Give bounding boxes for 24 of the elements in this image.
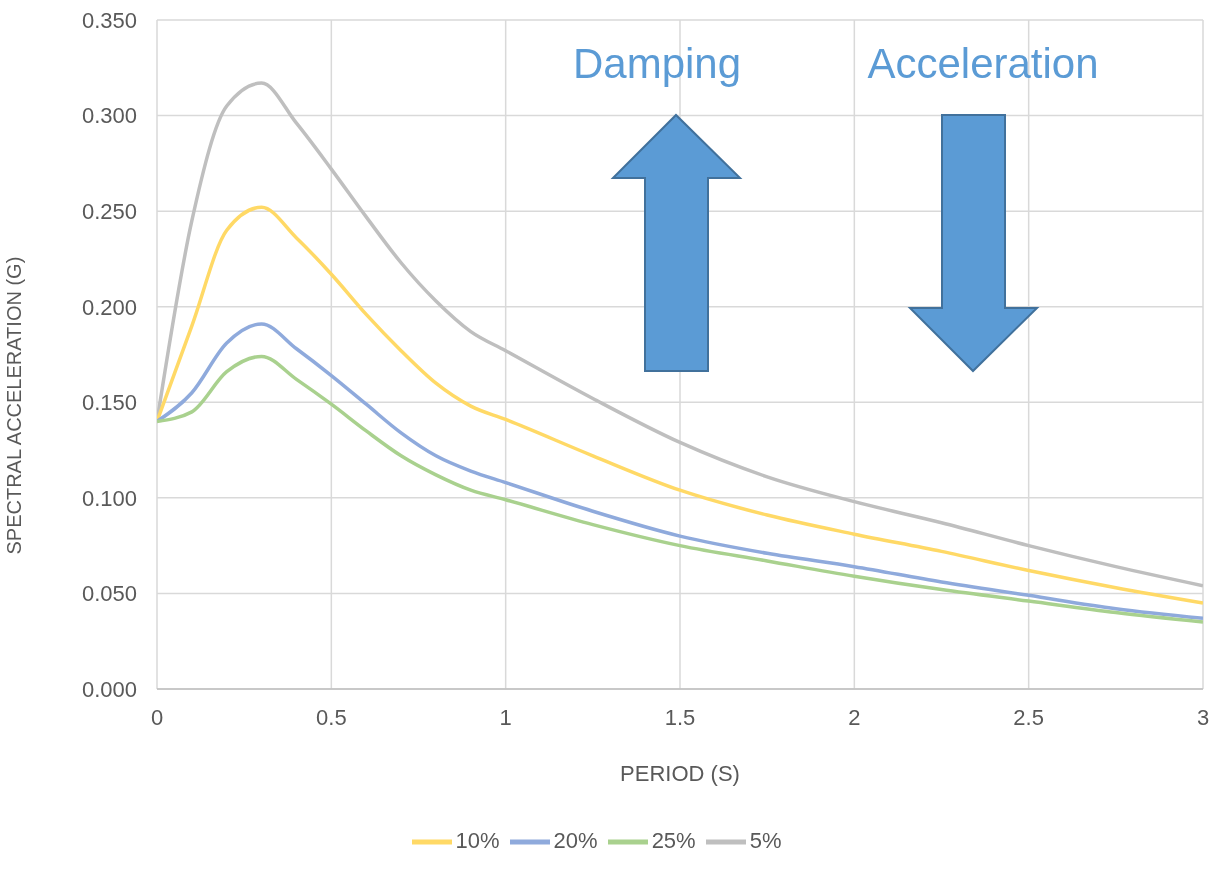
- annotation: Acceleration: [867, 40, 1099, 87]
- y-tick-label: 0.300: [81, 103, 137, 129]
- x-tick-label: 3: [1196, 704, 1210, 730]
- legend-label: 20%: [553, 827, 598, 853]
- legend-label: 25%: [651, 827, 696, 853]
- annotation: Damping: [572, 40, 742, 87]
- x-tick-label: 0: [150, 704, 164, 730]
- y-tick-label: 0.050: [81, 581, 137, 607]
- x-tick-label: 2: [848, 704, 861, 730]
- line-series: [157, 205, 1203, 605]
- x-tick-label: 1: [499, 704, 512, 730]
- x-tick-label: 0.5: [316, 704, 347, 730]
- y-tick-label: 0.350: [81, 7, 137, 33]
- y-tick-label: 0.200: [81, 294, 137, 320]
- x-tick-label: 2.5: [1013, 704, 1044, 730]
- y-tick-label: 0.100: [81, 485, 137, 511]
- y-axis-title: SPECTRAL ACCELERATION (G): [3, 256, 26, 555]
- legend-label: 10%: [455, 827, 500, 853]
- y-tick-label: 0.000: [81, 676, 137, 702]
- y-tick-label: 0.150: [81, 390, 137, 416]
- legend-label: 5%: [749, 827, 782, 853]
- x-axis-title: PERIOD (S): [620, 760, 740, 786]
- x-tick-label: 1.5: [664, 704, 696, 730]
- y-tick-label: 0.250: [81, 198, 137, 224]
